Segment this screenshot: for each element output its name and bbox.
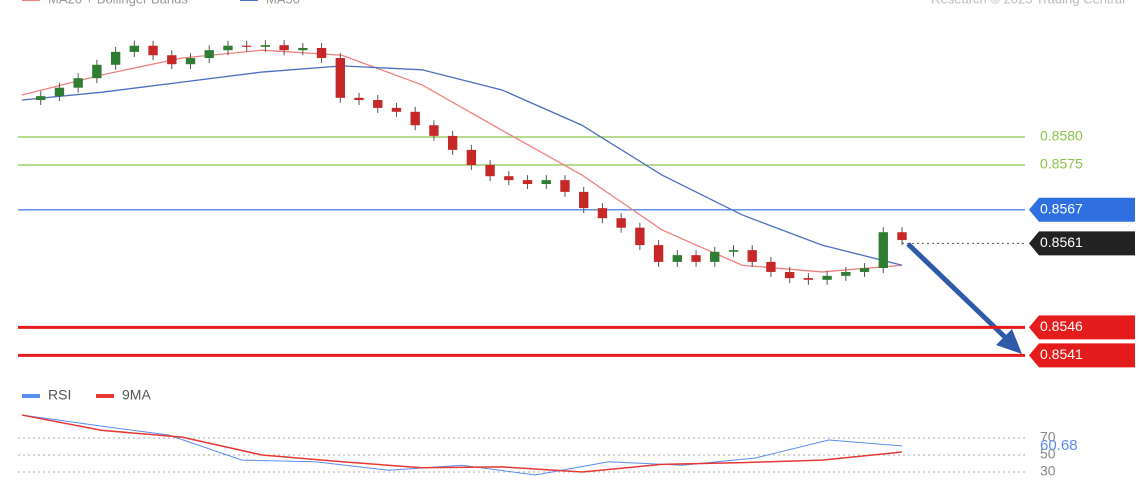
forecast-arrow: [906, 242, 1022, 354]
candle-body: [373, 100, 383, 108]
candle-body: [185, 58, 196, 65]
candle-body: [616, 218, 626, 228]
candle-body: [110, 51, 121, 65]
candle-body: [522, 180, 533, 185]
candle-body: [635, 227, 645, 246]
rsi-value-label: 60.68: [1040, 437, 1078, 454]
source-note: Research © 2023 Trading Central: [931, 0, 1125, 6]
candle-body: [784, 271, 795, 279]
candle-body: [129, 45, 140, 52]
level-label: 0.8541: [1040, 346, 1083, 362]
candle-body: [822, 275, 832, 280]
candle-body: [728, 250, 739, 252]
y-tick-label: 70: [1040, 429, 1056, 445]
candle-body: [447, 135, 458, 150]
candle-body: [204, 50, 214, 59]
candle-body: [841, 271, 851, 276]
candle-body: [279, 45, 289, 51]
candle-body: [859, 268, 870, 272]
candle-body: [260, 45, 271, 47]
candle-body: [653, 245, 664, 262]
candle-body: [410, 111, 420, 126]
candle-body: [429, 125, 439, 136]
candle-body: [223, 45, 233, 51]
candle-body: [316, 47, 327, 59]
candle-body: [466, 149, 477, 165]
candle-body: [354, 97, 364, 101]
candle-body: [485, 165, 495, 177]
ma-line: [21, 65, 903, 266]
candle-body: [803, 278, 814, 280]
level-label: 0.8546: [1040, 318, 1083, 334]
candle-body: [391, 107, 402, 112]
level-label: 0.8561: [1040, 234, 1083, 250]
candle-body: [242, 45, 252, 47]
level-label: 0.8575: [1040, 156, 1083, 172]
candle-body: [766, 261, 776, 272]
candle-body: [73, 78, 83, 88]
candle-body: [92, 64, 102, 79]
candle-body: [298, 47, 308, 51]
candle-body: [710, 251, 720, 262]
level-badge: [1029, 315, 1135, 340]
candle-body: [560, 180, 570, 192]
rsi-line: [21, 414, 903, 473]
level-label: 0.8567: [1040, 201, 1083, 217]
candle-body: [597, 208, 608, 219]
ma-line: [21, 49, 903, 273]
candle-body: [504, 176, 514, 181]
candle-body: [148, 45, 158, 56]
candle-body: [691, 255, 701, 262]
candle-body: [54, 87, 65, 97]
legend-label: 9MA: [122, 387, 151, 403]
candle-body: [335, 58, 345, 98]
level-label: 0.8580: [1040, 128, 1083, 144]
candle-body: [579, 191, 589, 209]
y-tick-label: 30: [1040, 463, 1056, 479]
level-badge: [1029, 197, 1135, 222]
candle-body: [878, 232, 888, 269]
candle-body: [36, 96, 46, 101]
candle-body: [167, 55, 177, 65]
y-tick-label: 50: [1040, 446, 1056, 462]
candle-body: [897, 232, 907, 241]
legend-label: MA20 + Bollinger Bands: [48, 0, 188, 6]
level-badge: [1029, 343, 1135, 368]
candle-body: [672, 255, 682, 262]
legend-label: RSI: [48, 387, 71, 403]
level-badge: [1029, 231, 1135, 256]
legend-label: MA50: [266, 0, 300, 6]
rsi-line: [21, 414, 903, 476]
candle-body: [541, 180, 551, 185]
candle-body: [747, 250, 757, 262]
